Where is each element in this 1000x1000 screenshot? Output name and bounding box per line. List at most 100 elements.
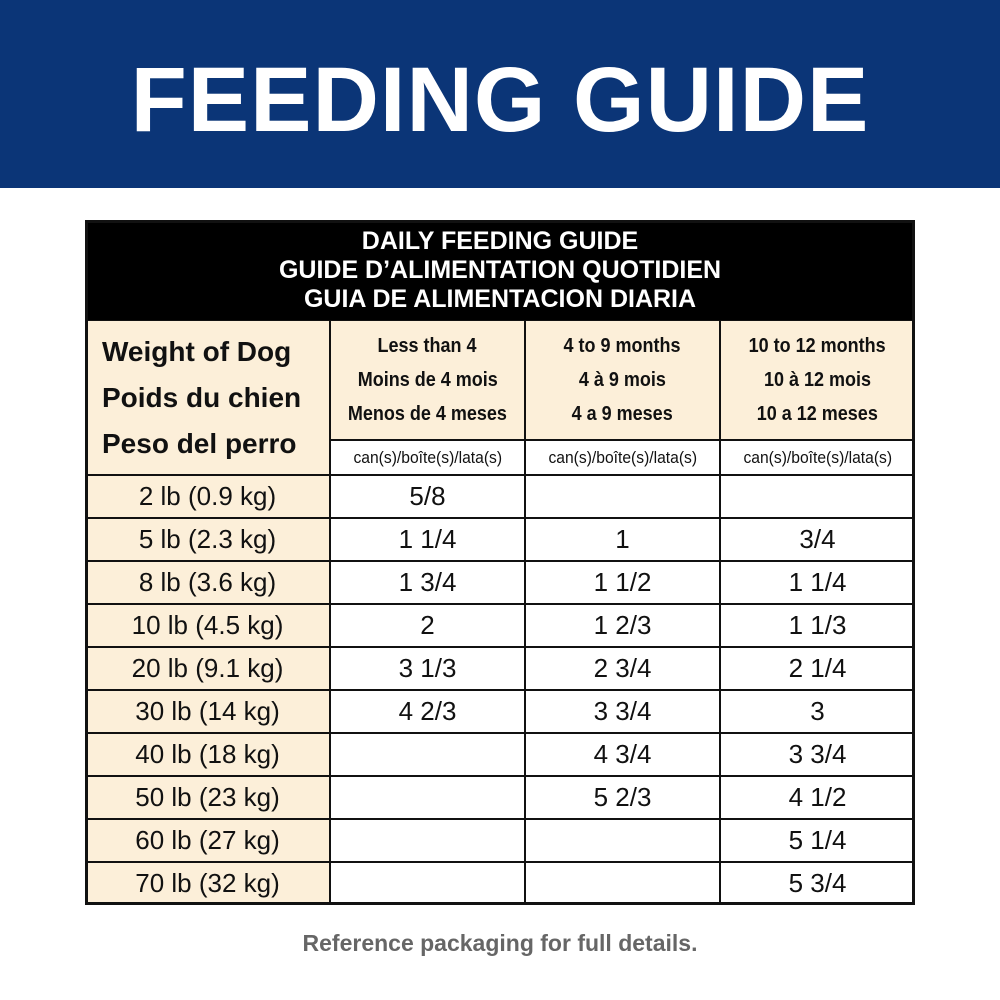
column-header-line: 10 to 12 months <box>748 335 887 357</box>
amount-text: 3 3/4 <box>593 696 652 726</box>
amount-cell: 2 3/4 <box>525 647 720 690</box>
weight-text: 2 lb (0.9 kg) <box>138 481 277 511</box>
amount-cell <box>330 819 525 862</box>
amount-text: 5/8 <box>409 481 446 511</box>
weight-text: 50 lb (23 kg) <box>135 782 280 812</box>
column-header-line: 4 to 9 months <box>563 335 681 357</box>
column-header-line: 4 à 9 mois <box>578 369 667 391</box>
row-header-line: Weight of Dog <box>102 335 292 367</box>
amount-text: 1 1/4 <box>398 524 457 554</box>
column-unit: can(s)/boîte(s)/lata(s) <box>525 440 720 475</box>
amount-cell <box>330 776 525 819</box>
banner-title: FEEDING GUIDE <box>130 49 870 151</box>
column-header-line: Less than 4 <box>377 335 478 357</box>
table-title: DAILY FEEDING GUIDE GUIDE D’ALIMENTATION … <box>85 220 915 320</box>
amount-cell <box>525 819 720 862</box>
weight-cell: 8 lb (3.6 kg) <box>85 561 330 604</box>
weight-text: 20 lb (9.1 kg) <box>131 653 284 683</box>
amount-cell <box>330 733 525 776</box>
weight-cell: 30 lb (14 kg) <box>85 690 330 733</box>
weight-text: 8 lb (3.6 kg) <box>138 567 277 597</box>
amount-text: 4 2/3 <box>398 696 457 726</box>
amount-cell: 1 1/4 <box>720 561 915 604</box>
amount-text: 3 1/3 <box>398 653 457 683</box>
amount-text: 4 3/4 <box>593 739 652 769</box>
table-title-line: GUIA DE ALIMENTACION DIARIA <box>303 284 697 313</box>
amount-cell: 4 3/4 <box>525 733 720 776</box>
amount-text: 1 <box>615 524 630 554</box>
amount-text: 1 1/2 <box>593 567 652 597</box>
weight-cell: 70 lb (32 kg) <box>85 862 330 905</box>
amount-cell: 1 2/3 <box>525 604 720 647</box>
column-header: Less than 4 Moins de 4 mois Menos de 4 mes… <box>330 320 525 440</box>
amount-cell: 1 1/3 <box>720 604 915 647</box>
column-header: 10 to 12 months 10 à 12 mois 10 a 12 meses <box>720 320 915 440</box>
column-header-line: Menos de 4 meses <box>347 403 508 425</box>
amount-text: 3 <box>810 696 825 726</box>
weight-text: 70 lb (32 kg) <box>135 868 280 898</box>
amount-text: 1 1/4 <box>788 567 847 597</box>
row-header-line: Peso del perro <box>102 427 297 459</box>
amount-cell: 4 1/2 <box>720 776 915 819</box>
amount-text: 2 <box>420 610 435 640</box>
amount-text: 5 3/4 <box>788 868 847 898</box>
amount-text: 1 3/4 <box>398 567 457 597</box>
amount-cell: 1 1/4 <box>330 518 525 561</box>
amount-text: 1 2/3 <box>593 610 652 640</box>
amount-text: 2 3/4 <box>593 653 652 683</box>
column-header-line: Moins de 4 mois <box>357 369 498 391</box>
weight-cell: 50 lb (23 kg) <box>85 776 330 819</box>
amount-cell: 5 1/4 <box>720 819 915 862</box>
row-header-line: Poids du chien <box>102 381 302 413</box>
weight-cell: 5 lb (2.3 kg) <box>85 518 330 561</box>
weight-cell: 2 lb (0.9 kg) <box>85 475 330 518</box>
column-header: 4 to 9 months 4 à 9 mois 4 a 9 meses <box>525 320 720 440</box>
amount-cell: 4 2/3 <box>330 690 525 733</box>
amount-cell: 3 1/3 <box>330 647 525 690</box>
amount-cell <box>525 475 720 518</box>
weight-text: 10 lb (4.5 kg) <box>131 610 284 640</box>
column-header-line: 10 a 12 meses <box>756 403 879 425</box>
amount-cell: 3 3/4 <box>525 690 720 733</box>
column-header-line: 4 a 9 meses <box>571 403 674 425</box>
amount-cell <box>330 862 525 905</box>
amount-cell <box>525 862 720 905</box>
column-unit: can(s)/boîte(s)/lata(s) <box>720 440 915 475</box>
amount-text: 5 2/3 <box>593 782 652 812</box>
column-header-line: 10 à 12 mois <box>763 369 872 391</box>
amount-cell: 1 3/4 <box>330 561 525 604</box>
amount-cell: 5 2/3 <box>525 776 720 819</box>
amount-cell: 3 3/4 <box>720 733 915 776</box>
amount-cell: 2 1/4 <box>720 647 915 690</box>
column-unit: can(s)/boîte(s)/lata(s) <box>330 440 525 475</box>
table-title-line: GUIDE D’ALIMENTATION QUOTIDIEN <box>278 255 722 284</box>
amount-text: 4 1/2 <box>788 782 847 812</box>
column-unit-text: can(s)/boîte(s)/lata(s) <box>548 447 697 467</box>
weight-cell: 40 lb (18 kg) <box>85 733 330 776</box>
column-unit-text: can(s)/boîte(s)/lata(s) <box>353 447 502 467</box>
weight-text: 40 lb (18 kg) <box>135 739 280 769</box>
amount-text: 3/4 <box>799 524 836 554</box>
amount-cell: 1 1/2 <box>525 561 720 604</box>
weight-cell: 20 lb (9.1 kg) <box>85 647 330 690</box>
amount-cell: 2 <box>330 604 525 647</box>
footer-note: Reference packaging for full details. <box>302 930 698 956</box>
column-unit-text: can(s)/boîte(s)/lata(s) <box>743 447 892 467</box>
amount-cell: 5 3/4 <box>720 862 915 905</box>
amount-cell: 5/8 <box>330 475 525 518</box>
amount-text: 2 1/4 <box>788 653 847 683</box>
amount-text: 1 1/3 <box>788 610 847 640</box>
amount-cell <box>720 475 915 518</box>
weight-cell: 10 lb (4.5 kg) <box>85 604 330 647</box>
weight-text: 60 lb (27 kg) <box>135 825 280 855</box>
weight-cell: 60 lb (27 kg) <box>85 819 330 862</box>
amount-text: 3 3/4 <box>788 739 847 769</box>
amount-text: 5 1/4 <box>788 825 847 855</box>
weight-text: 5 lb (2.3 kg) <box>138 524 277 554</box>
weight-text: 30 lb (14 kg) <box>135 696 280 726</box>
table-title-line: DAILY FEEDING GUIDE <box>361 226 639 255</box>
amount-cell: 3 <box>720 690 915 733</box>
amount-cell: 3/4 <box>720 518 915 561</box>
banner: FEEDING GUIDE <box>0 0 1000 188</box>
